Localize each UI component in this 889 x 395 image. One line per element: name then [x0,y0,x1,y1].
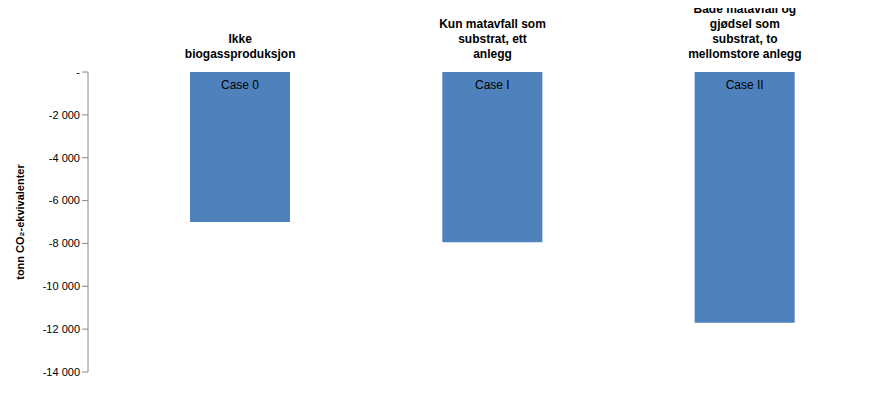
svg-text:-14 000: -14 000 [43,366,80,378]
svg-text:substrat, to: substrat, to [712,32,777,46]
svg-text:anlegg: anlegg [473,47,512,61]
svg-text:Case I: Case I [475,78,510,92]
svg-text:-4 000: -4 000 [49,152,80,164]
svg-text:Case II: Case II [726,78,764,92]
svg-text:gjødsel som: gjødsel som [710,17,780,31]
svg-text:biogassproduksjon: biogassproduksjon [185,47,296,61]
svg-text:-6 000: -6 000 [49,194,80,206]
svg-text:Både matavfall og: Både matavfall og [693,8,796,16]
svg-text:Kun matavfall som: Kun matavfall som [439,17,546,31]
svg-text:Case 0: Case 0 [221,78,259,92]
svg-text:Ikke: Ikke [228,32,252,46]
svg-text:-8 000: -8 000 [49,237,80,249]
svg-text:substrat, ett: substrat, ett [458,32,527,46]
svg-text:mellomstore anlegg: mellomstore anlegg [688,47,801,61]
svg-text:-2 000: -2 000 [49,109,80,121]
svg-text:tonn CO₂-ekvivalenter: tonn CO₂-ekvivalenter [14,164,26,280]
svg-text:-: - [76,66,80,78]
svg-text:-12 000: -12 000 [43,323,80,335]
svg-text:-10 000: -10 000 [43,280,80,292]
